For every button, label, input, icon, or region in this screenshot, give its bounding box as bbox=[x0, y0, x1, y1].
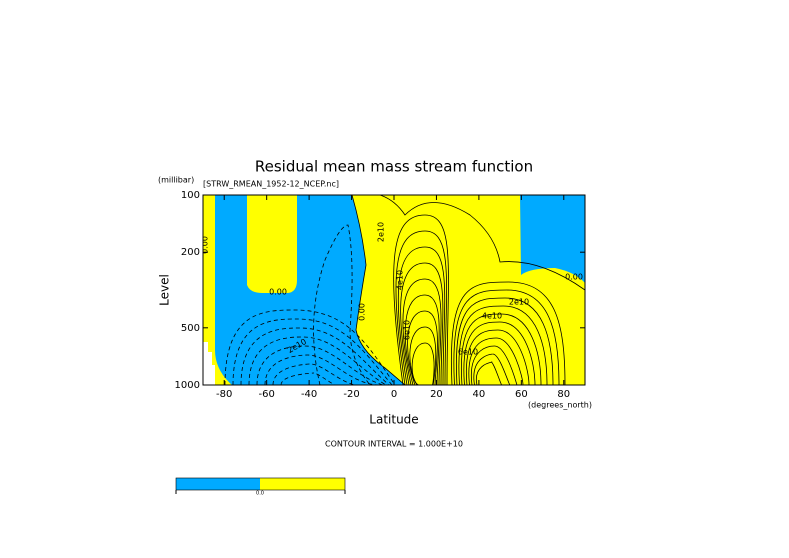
zero-contour bbox=[379, 195, 585, 291]
contour-line bbox=[460, 313, 542, 385]
contour-line bbox=[455, 297, 554, 385]
contour-line bbox=[400, 262, 444, 385]
y-unit: (millibar) bbox=[158, 176, 194, 185]
colorbar-negative bbox=[176, 478, 260, 490]
contour-line bbox=[476, 361, 505, 385]
colorbar: 0.0 bbox=[175, 477, 346, 497]
negative-region bbox=[215, 195, 405, 385]
x-tick-label: -40 bbox=[301, 389, 317, 400]
negative-contour bbox=[232, 318, 393, 385]
y-tick-label: 1000 bbox=[175, 380, 200, 391]
y-tick-label: 200 bbox=[181, 247, 200, 258]
x-tick-label: -60 bbox=[258, 389, 274, 400]
contour-line bbox=[411, 342, 435, 385]
subtitle: [STRW_RMEAN_1952-12_NCEP.nc] bbox=[203, 180, 339, 189]
contour-line bbox=[407, 310, 438, 385]
contour-label: 6e10 bbox=[403, 320, 412, 340]
negative-contour bbox=[248, 336, 387, 385]
negative-contour bbox=[280, 372, 374, 385]
contour-line bbox=[463, 321, 536, 385]
x-axis-label: Latitude bbox=[369, 413, 418, 427]
contour-line bbox=[468, 337, 524, 385]
y-tick-label: 500 bbox=[181, 323, 200, 334]
x-tick-label: 0 bbox=[391, 389, 397, 400]
contour-line bbox=[470, 345, 518, 385]
contour-label: 4e10 bbox=[482, 312, 502, 321]
annotation: CONTOUR INTERVAL = 1.000E+10 bbox=[325, 440, 463, 449]
contour-label: 0.00 bbox=[269, 288, 287, 297]
contour-label: 6e10 bbox=[458, 348, 478, 357]
contour-line bbox=[453, 289, 560, 385]
contour-label: 0.00 bbox=[201, 236, 210, 254]
missing-region bbox=[203, 342, 215, 385]
contour-line bbox=[402, 278, 442, 385]
contour-line bbox=[393, 214, 449, 385]
chart-title: Residual mean mass stream function bbox=[255, 158, 533, 176]
x-unit: (degrees_north) bbox=[528, 401, 592, 410]
colorbar-positive bbox=[260, 478, 345, 490]
contour-line bbox=[450, 281, 566, 385]
contour-line bbox=[458, 305, 548, 385]
negative-contour bbox=[256, 345, 384, 385]
colorbar-frame bbox=[175, 477, 346, 491]
colorbar-label: 0.0 bbox=[256, 491, 264, 497]
x-tick-label: 20 bbox=[430, 389, 443, 400]
contour-field: 0.00 0.00 0.00 0.00 2e10 4e10 6e10 2e10 4e10 6e10… bbox=[201, 195, 585, 385]
contour-line bbox=[473, 353, 511, 385]
contour-label: 2e10 bbox=[377, 222, 386, 242]
x-tick-label: 60 bbox=[515, 389, 528, 400]
contour-line bbox=[465, 329, 530, 385]
negative-contour bbox=[264, 354, 381, 385]
contour-line bbox=[409, 326, 437, 385]
contour-label: 2e10 bbox=[509, 298, 529, 307]
x-tick-label: -20 bbox=[343, 389, 359, 400]
x-tick-label: 80 bbox=[557, 389, 570, 400]
negative-contour bbox=[313, 224, 371, 385]
y-tick-label: 100 bbox=[181, 190, 200, 201]
contour-label: 4e10 bbox=[396, 270, 405, 290]
negative-region bbox=[520, 195, 585, 283]
x-tick-label: 40 bbox=[473, 389, 486, 400]
y-axis-label: Level bbox=[158, 274, 172, 306]
contour-label: 0.00 bbox=[358, 303, 367, 321]
contour-label: 0.00 bbox=[565, 273, 583, 282]
contour-line bbox=[395, 230, 447, 385]
x-tick-label: -80 bbox=[216, 389, 232, 400]
contour-line bbox=[397, 246, 446, 385]
contour-line bbox=[404, 294, 440, 385]
zero-contour bbox=[351, 195, 406, 385]
negative-contour bbox=[240, 327, 390, 385]
negative-contour bbox=[224, 309, 396, 385]
